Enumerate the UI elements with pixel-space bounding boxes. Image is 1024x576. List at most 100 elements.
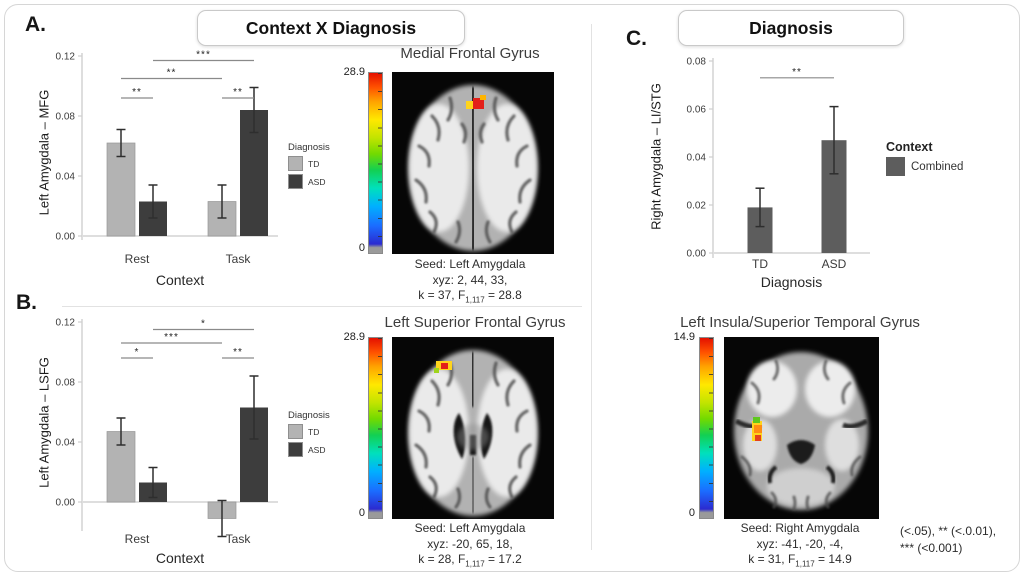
brain-c-caption: Seed: Right Amygdala xyz: -41, -20, -4, … <box>695 521 905 572</box>
legend-item-asd: ASD <box>288 174 330 189</box>
seed-line: Seed: Left Amygdala <box>414 257 526 271</box>
header-context-x-diagnosis: Context X Diagnosis <box>197 10 465 46</box>
svg-text:*: * <box>135 347 140 358</box>
panel-b-y-axis-label: Left Amygdala – LSFG <box>36 357 52 488</box>
stat-line: k = 31, F1,117 = 14.9 <box>748 552 852 569</box>
svg-text:0.12: 0.12 <box>56 52 76 63</box>
asd-swatch <box>288 174 303 189</box>
footnote-line-1: (<.05), ** (<.0.01), <box>900 524 997 538</box>
colorbar-b-ticks <box>378 338 382 518</box>
stat-line: k = 37, F1,117 = 28.8 <box>418 288 522 305</box>
legend-item-combined: Combined <box>886 157 963 176</box>
colorbar-c-max: 14.9 <box>673 331 695 343</box>
svg-text:0.04: 0.04 <box>687 153 707 164</box>
significance-footnote: (<.05), ** (<.0.01), *** (<0.001) <box>900 523 1022 557</box>
brain-b-axial-slice <box>392 337 554 519</box>
colorbar-a-ticks <box>378 73 382 253</box>
svg-text:ASD: ASD <box>822 257 847 271</box>
svg-text:Diagnosis: Diagnosis <box>761 274 822 290</box>
asd-label: ASD <box>308 176 326 187</box>
panel-a-legend-title: Diagnosis <box>288 142 330 153</box>
colorbar-b <box>368 337 383 519</box>
svg-text:0.08: 0.08 <box>56 378 76 389</box>
svg-text:0.06: 0.06 <box>687 105 707 116</box>
svg-text:TD: TD <box>752 257 768 271</box>
figure-border <box>4 4 1020 572</box>
xyz-line: xyz: -41, -20, -4, <box>756 536 844 551</box>
td-swatch <box>288 156 303 171</box>
legend-item-td: TD <box>288 424 330 439</box>
section-divider-horizontal <box>62 306 582 307</box>
svg-text:Context: Context <box>156 272 204 288</box>
asd-label: ASD <box>308 444 326 455</box>
svg-text:**: ** <box>132 87 142 98</box>
colorbar-b-max: 28.9 <box>343 331 365 343</box>
activation-cluster <box>473 98 484 109</box>
asd-swatch <box>288 442 303 457</box>
panel-c-legend: Context Combined <box>886 140 963 176</box>
svg-text:0.00: 0.00 <box>56 232 76 243</box>
brain-a-title: Medial Frontal Gyrus <box>400 45 540 62</box>
td-label: TD <box>308 426 320 437</box>
panel-c-legend-title: Context <box>886 140 933 154</box>
td-label: TD <box>308 158 320 169</box>
colorbar-c <box>699 337 714 519</box>
xyz-line: xyz: -20, 65, 18, <box>427 536 513 551</box>
svg-text:*: * <box>201 319 206 330</box>
seed-line: Seed: Left Amygdala <box>414 521 526 535</box>
svg-text:**: ** <box>233 347 243 358</box>
xyz-line: xyz: 2, 44, 33, <box>432 272 508 287</box>
colorbar-c-min: 0 <box>688 507 695 519</box>
svg-text:Task: Task <box>226 252 252 266</box>
panel-b-legend: Diagnosis TD ASD <box>288 410 330 457</box>
section-divider-vertical <box>591 24 592 550</box>
legend-item-td: TD <box>288 156 330 171</box>
svg-text:**: ** <box>167 68 177 79</box>
brain-b-title: Left Superior Frontal Gyrus <box>384 314 566 331</box>
colorbar-a-min: 0 <box>358 242 365 254</box>
panel-b-label: B. <box>16 291 37 314</box>
brain-c-title: Left Insula/Superior Temporal Gyrus <box>680 314 920 331</box>
seed-line: Seed: Right Amygdala <box>740 521 860 535</box>
svg-text:***: *** <box>164 332 179 343</box>
combined-label: Combined <box>911 160 964 173</box>
header-diagnosis: Diagnosis <box>678 10 904 46</box>
svg-text:0.12: 0.12 <box>56 318 76 329</box>
combined-swatch <box>886 157 905 176</box>
brain-b-caption: Seed: Left Amygdala xyz: -20, 65, 18, k … <box>360 521 580 572</box>
panel-c-y-axis-label: Right Amygdala – LI/STG <box>648 83 664 230</box>
colorbar-a <box>368 72 383 254</box>
svg-text:Task: Task <box>226 532 252 546</box>
svg-text:Rest: Rest <box>125 252 150 266</box>
svg-text:Context: Context <box>156 550 204 566</box>
svg-text:0.00: 0.00 <box>56 498 76 509</box>
svg-text:0.04: 0.04 <box>56 172 76 183</box>
svg-text:0.08: 0.08 <box>687 57 707 68</box>
td-swatch <box>288 424 303 439</box>
panel-a-legend: Diagnosis TD ASD <box>288 142 330 189</box>
panel-a-label: A. <box>25 13 46 36</box>
brain-c-axial-slice <box>724 337 879 519</box>
colorbar-b-min: 0 <box>358 507 365 519</box>
svg-text:0.04: 0.04 <box>56 438 76 449</box>
legend-item-asd: ASD <box>288 442 330 457</box>
svg-text:**: ** <box>792 67 802 78</box>
stat-line: k = 28, F1,117 = 17.2 <box>418 552 522 569</box>
svg-text:Rest: Rest <box>125 532 150 546</box>
svg-text:***: *** <box>196 50 211 61</box>
brain-a-caption: Seed: Left Amygdala xyz: 2, 44, 33, k = … <box>360 257 580 308</box>
svg-text:0.08: 0.08 <box>56 112 76 123</box>
colorbar-c-ticks <box>709 338 713 518</box>
colorbar-a-max: 28.9 <box>343 66 365 78</box>
footnote-line-2: *** (<0.001) <box>900 541 963 555</box>
brain-a-axial-slice <box>392 72 554 254</box>
panel-a-y-axis-label: Left Amygdala – MFG <box>36 89 52 216</box>
svg-text:0.02: 0.02 <box>687 201 707 212</box>
svg-text:0.00: 0.00 <box>687 249 707 260</box>
panel-c-label: C. <box>626 27 647 50</box>
panel-b-legend-title: Diagnosis <box>288 410 330 421</box>
